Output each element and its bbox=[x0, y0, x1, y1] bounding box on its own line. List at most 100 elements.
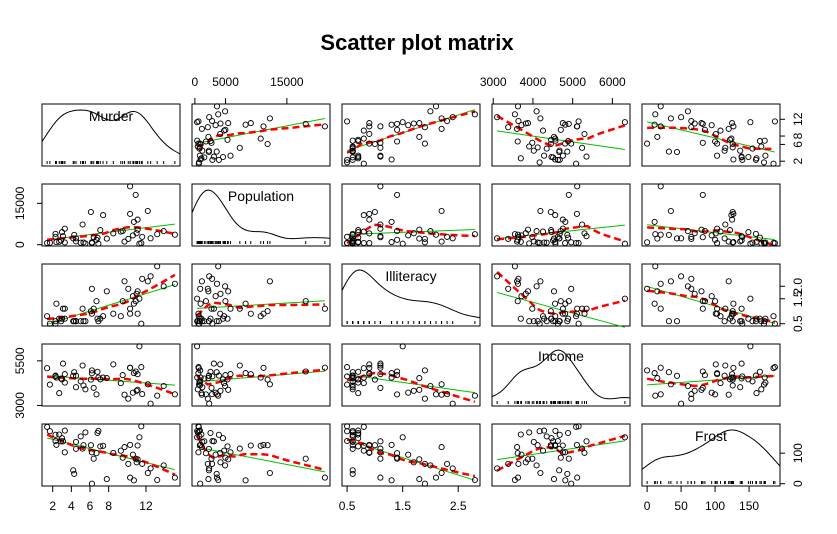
data-point bbox=[72, 235, 80, 242]
linear-fit-line bbox=[46, 284, 176, 325]
data-point bbox=[197, 156, 204, 163]
data-point bbox=[110, 449, 117, 456]
data-point bbox=[550, 476, 558, 483]
data-point bbox=[399, 240, 406, 247]
data-point bbox=[534, 144, 541, 151]
data-point bbox=[657, 103, 664, 110]
data-point bbox=[494, 273, 501, 280]
data-point bbox=[194, 427, 201, 434]
panel-frame bbox=[41, 423, 181, 487]
data-point bbox=[349, 372, 356, 379]
data-point bbox=[349, 148, 356, 155]
data-point bbox=[377, 371, 384, 378]
tick-label: 8 bbox=[791, 132, 805, 139]
data-point bbox=[221, 127, 228, 134]
data-point bbox=[72, 445, 80, 452]
data-point bbox=[752, 156, 759, 163]
data-point bbox=[699, 384, 706, 391]
data-point bbox=[747, 343, 754, 350]
data-point bbox=[673, 372, 681, 379]
data-point bbox=[366, 240, 373, 247]
tick-label: 3000 bbox=[480, 75, 507, 89]
diagonal-label-population: Population bbox=[228, 188, 294, 204]
data-point bbox=[730, 123, 737, 130]
data-point bbox=[127, 210, 134, 217]
data-point bbox=[575, 320, 582, 327]
data-point bbox=[388, 218, 395, 225]
data-point bbox=[575, 118, 582, 125]
data-point bbox=[539, 447, 547, 454]
density-curve bbox=[341, 269, 481, 320]
data-point bbox=[526, 318, 533, 325]
data-point bbox=[652, 111, 659, 118]
data-point bbox=[444, 233, 451, 240]
data-point bbox=[355, 153, 362, 161]
data-point bbox=[494, 465, 501, 472]
data-point bbox=[557, 454, 564, 461]
data-point bbox=[556, 230, 563, 237]
data-point bbox=[541, 239, 548, 246]
data-point bbox=[247, 442, 254, 449]
data-point bbox=[536, 428, 543, 435]
data-point bbox=[100, 212, 107, 219]
data-point bbox=[59, 438, 67, 445]
data-point bbox=[565, 315, 572, 322]
panel-frame bbox=[41, 263, 181, 327]
data-point bbox=[552, 212, 559, 219]
data-point bbox=[416, 235, 423, 242]
data-point bbox=[552, 313, 559, 320]
data-point bbox=[117, 447, 124, 454]
data-point bbox=[133, 290, 140, 297]
data-point bbox=[708, 122, 715, 129]
data-point bbox=[581, 310, 588, 317]
data-point bbox=[543, 145, 550, 152]
data-point bbox=[208, 305, 215, 312]
data-point bbox=[416, 456, 423, 463]
tick-label: 100 bbox=[791, 443, 805, 463]
density-curve bbox=[41, 109, 181, 159]
data-point bbox=[160, 382, 167, 390]
data-point bbox=[355, 376, 362, 383]
linear-fit-line bbox=[646, 121, 776, 153]
data-point bbox=[266, 115, 273, 122]
data-point bbox=[621, 240, 628, 247]
data-point bbox=[377, 139, 384, 146]
data-point bbox=[505, 460, 512, 467]
data-point bbox=[691, 120, 698, 127]
data-point bbox=[712, 138, 719, 145]
data-point bbox=[213, 280, 221, 287]
data-point bbox=[349, 470, 356, 477]
data-point bbox=[355, 368, 362, 375]
data-point bbox=[651, 370, 658, 377]
data-point bbox=[355, 443, 362, 450]
data-point bbox=[134, 216, 141, 223]
data-point bbox=[394, 450, 401, 457]
data-point bbox=[79, 362, 86, 369]
data-point bbox=[217, 130, 224, 138]
data-point bbox=[371, 376, 378, 383]
data-point bbox=[222, 454, 229, 461]
data-point bbox=[559, 449, 566, 456]
data-point bbox=[699, 305, 706, 312]
panel-murder-frost bbox=[641, 103, 781, 167]
data-point bbox=[344, 233, 351, 240]
data-point bbox=[349, 382, 356, 389]
data-point bbox=[530, 438, 537, 445]
data-point bbox=[438, 391, 445, 398]
data-point bbox=[377, 225, 384, 232]
data-point bbox=[139, 233, 146, 240]
data-point bbox=[394, 454, 401, 461]
data-point bbox=[698, 226, 705, 233]
data-point bbox=[127, 310, 134, 317]
data-point bbox=[95, 240, 102, 247]
data-point bbox=[394, 138, 401, 145]
panel-frame bbox=[341, 103, 481, 167]
data-point bbox=[72, 384, 80, 391]
data-point bbox=[46, 381, 53, 388]
data-point bbox=[388, 156, 395, 163]
data-point bbox=[366, 120, 373, 127]
data-point bbox=[505, 235, 512, 242]
data-point bbox=[138, 423, 145, 430]
data-point bbox=[394, 126, 401, 133]
axis-population-top: 0 5000 15000 bbox=[192, 75, 304, 104]
